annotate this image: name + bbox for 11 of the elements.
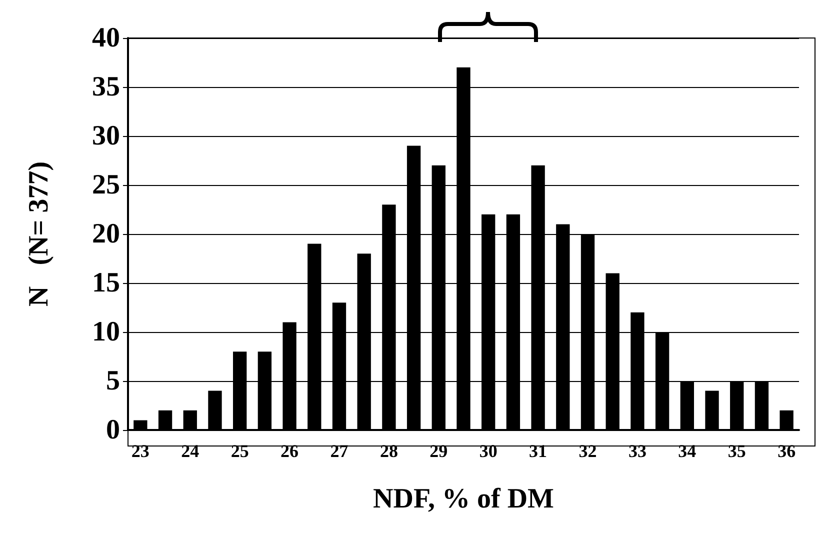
y-tick-label: 35 [92, 72, 120, 102]
y-tick-label: 25 [92, 170, 120, 200]
y-tick-label: 20 [92, 218, 120, 250]
y-tick-label: 30 [92, 120, 120, 152]
y-axis-title: N (N= 377) [24, 161, 54, 307]
y-tick-label: 15 [92, 268, 120, 298]
y-tick-label: 5 [106, 366, 120, 396]
y-tick-label: 40 [92, 22, 120, 54]
x-axis-title: NDF, % of DM [373, 484, 554, 514]
y-tick-label: 0 [106, 414, 120, 446]
y-tick-label: 10 [92, 316, 120, 348]
